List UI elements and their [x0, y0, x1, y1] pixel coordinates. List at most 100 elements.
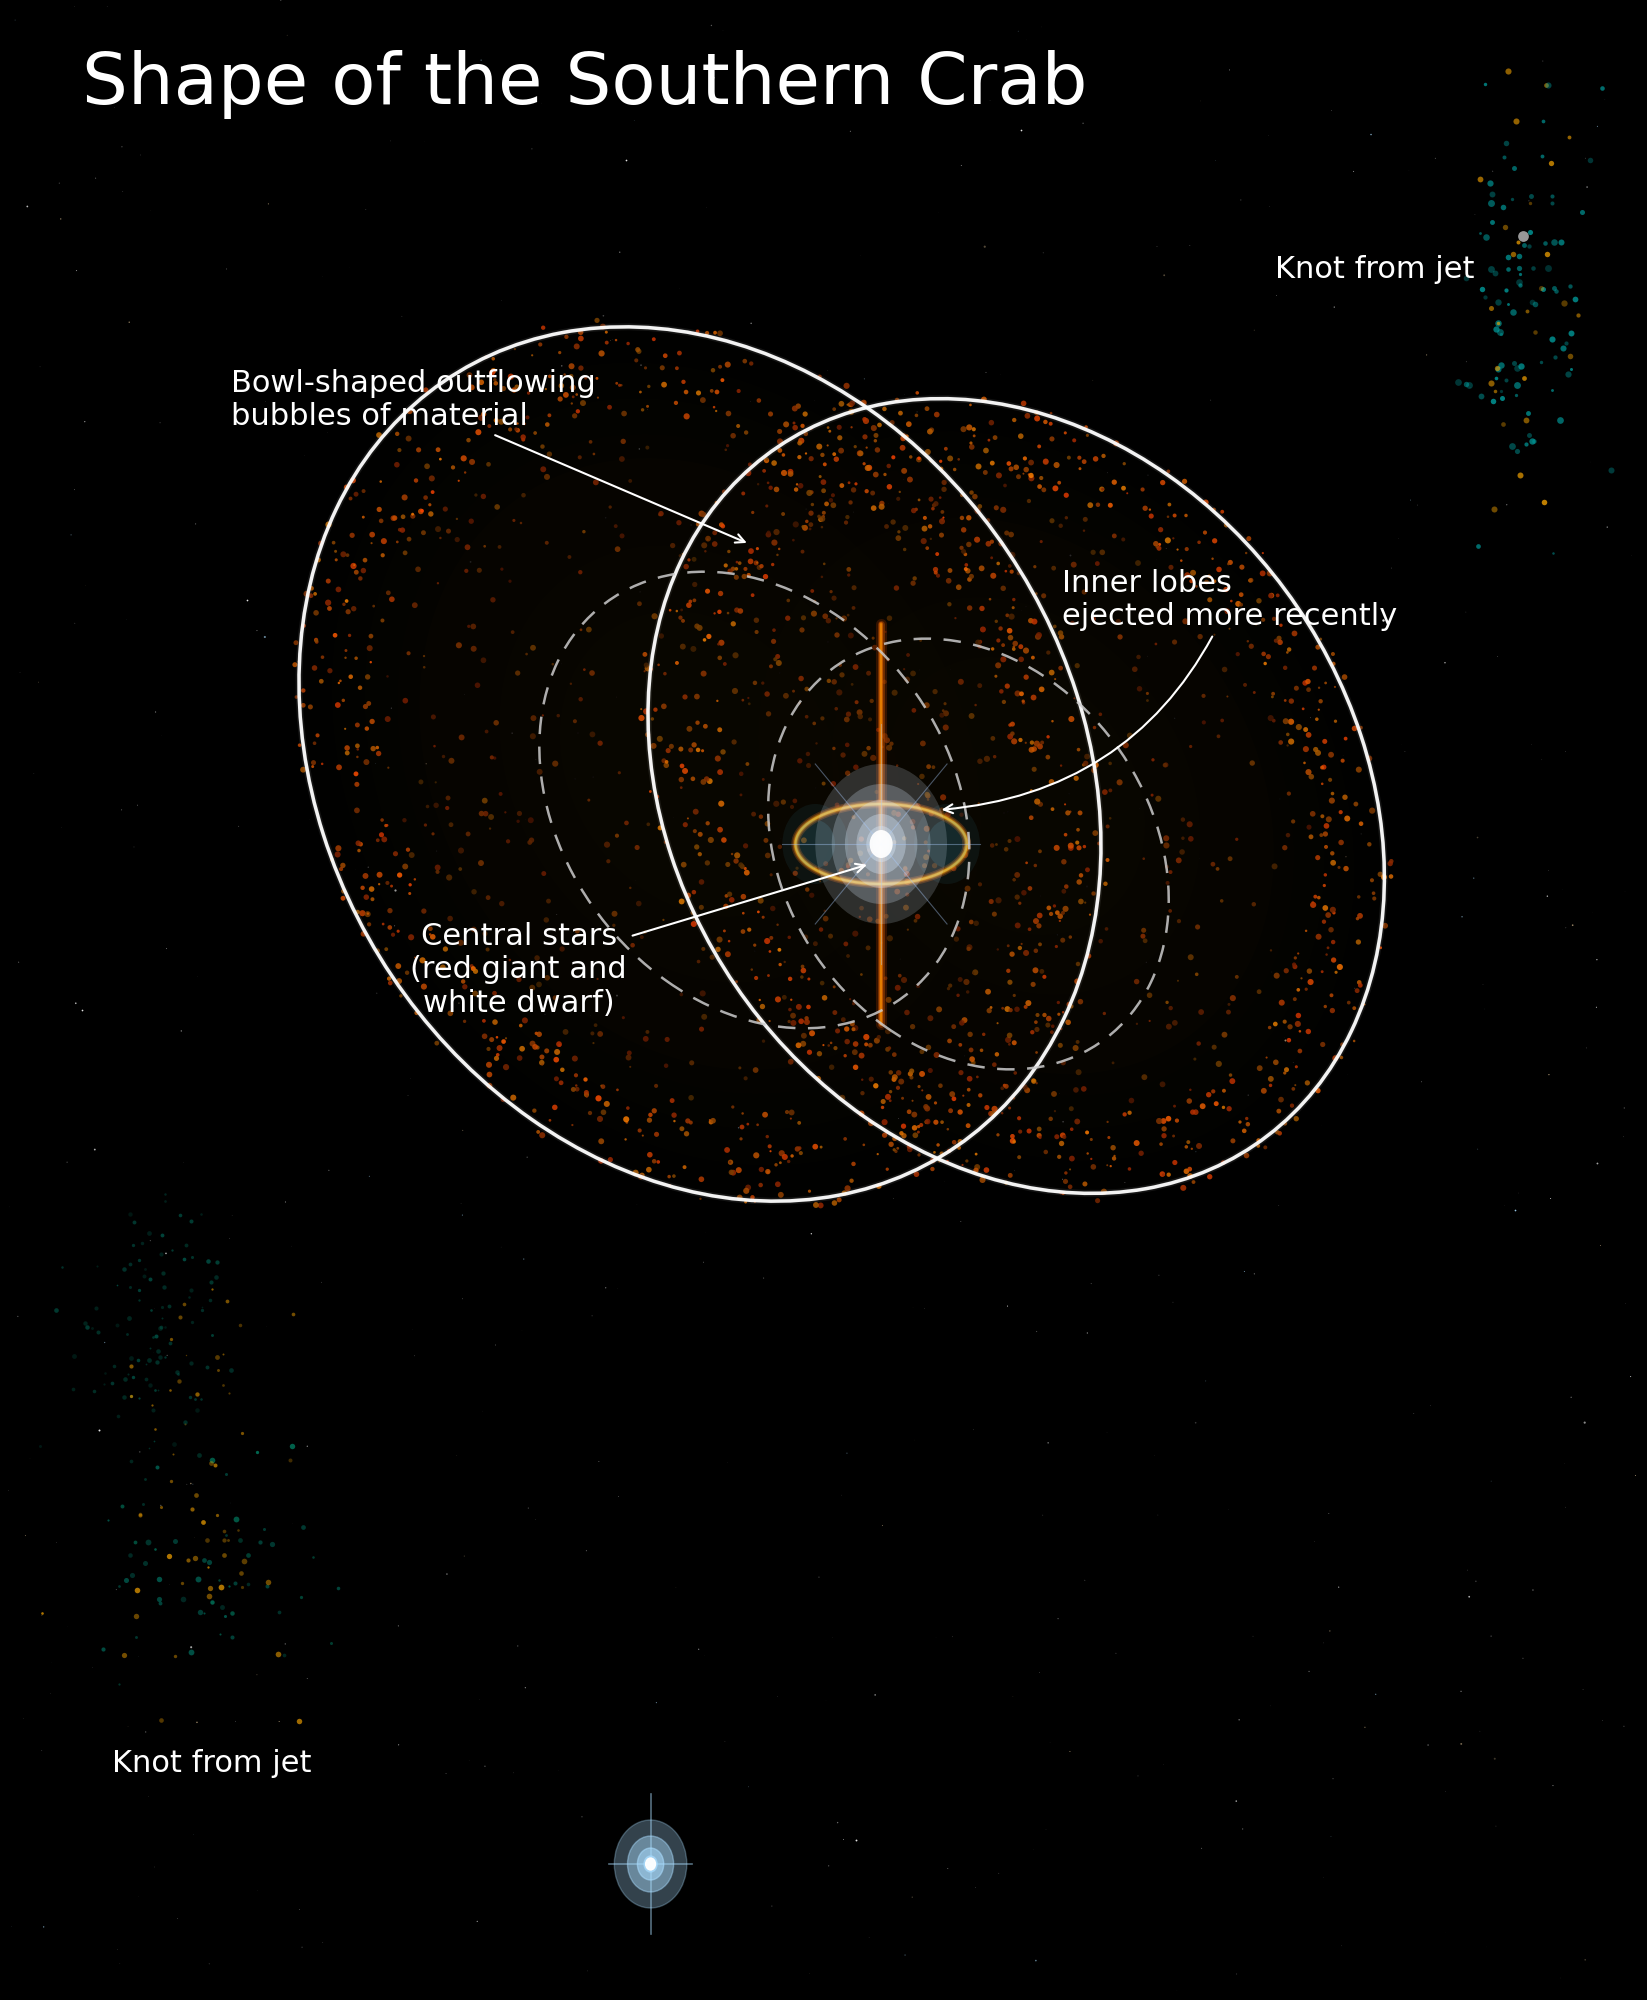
Point	[901, 562, 927, 594]
Point	[1276, 634, 1303, 666]
Point	[606, 370, 632, 402]
Point	[1308, 624, 1334, 656]
Point	[1286, 1016, 1313, 1048]
Point	[1133, 918, 1159, 950]
Point	[824, 788, 850, 820]
Point	[947, 1096, 973, 1128]
Point	[1033, 446, 1059, 478]
Point	[730, 850, 756, 882]
Point	[749, 990, 776, 1022]
Point	[723, 546, 749, 578]
Point	[1118, 1084, 1145, 1116]
Point	[1579, 896, 1606, 928]
Point	[1268, 986, 1295, 1018]
Point	[333, 634, 359, 666]
Point	[1187, 620, 1214, 652]
Point	[935, 1134, 962, 1166]
Point	[746, 1004, 772, 1036]
Point	[884, 1072, 911, 1104]
Point	[730, 684, 756, 716]
Point	[955, 1088, 982, 1120]
Point	[1262, 850, 1288, 882]
Point	[1023, 1316, 1049, 1348]
Circle shape	[870, 830, 893, 858]
Point	[1276, 1010, 1303, 1042]
Point	[972, 230, 998, 262]
Point	[1056, 778, 1082, 810]
Point	[331, 588, 357, 620]
Point	[1155, 1102, 1181, 1134]
Point	[1230, 1812, 1257, 1844]
Point	[1250, 558, 1276, 590]
Point	[800, 384, 827, 416]
Point	[278, 1230, 305, 1262]
Point	[768, 948, 794, 980]
Point	[1000, 538, 1026, 570]
Point	[198, 1266, 224, 1298]
Point	[652, 1050, 679, 1082]
Point	[628, 1160, 654, 1192]
Point	[965, 788, 991, 820]
Point	[807, 1190, 833, 1222]
Point	[1553, 328, 1579, 360]
Point	[1252, 648, 1278, 680]
Point	[980, 722, 1006, 754]
Point	[402, 590, 428, 622]
Point	[1245, 584, 1271, 616]
Point	[870, 730, 896, 762]
Point	[501, 1756, 527, 1788]
Point	[865, 434, 891, 466]
Point	[1553, 736, 1579, 768]
Point	[1090, 1176, 1117, 1208]
Point	[1186, 526, 1212, 558]
Point	[881, 826, 907, 858]
Point	[1515, 396, 1542, 428]
Point	[1138, 500, 1164, 532]
Point	[917, 416, 944, 448]
Point	[1258, 580, 1285, 612]
Point	[809, 702, 835, 734]
Point	[1034, 720, 1061, 752]
Point	[758, 472, 784, 504]
Point	[856, 452, 883, 484]
Point	[1293, 914, 1319, 946]
Point	[1570, 1674, 1596, 1706]
Point	[125, 1640, 152, 1672]
Point	[586, 1018, 613, 1050]
Point	[438, 744, 464, 776]
Point	[695, 620, 721, 652]
Point	[1234, 1102, 1260, 1134]
Point	[1156, 488, 1183, 520]
Point	[1001, 1026, 1028, 1058]
Point	[1000, 1124, 1026, 1156]
Point	[809, 560, 835, 592]
Point	[1028, 674, 1054, 706]
Point	[483, 404, 509, 436]
Point	[1211, 1092, 1237, 1124]
Point	[950, 1080, 977, 1112]
Point	[702, 392, 728, 424]
Point	[471, 342, 497, 374]
Point	[402, 942, 428, 974]
Point	[881, 1062, 907, 1094]
Point	[746, 984, 772, 1016]
Point	[1472, 220, 1499, 252]
Point	[12, 1520, 38, 1552]
Point	[753, 1098, 779, 1130]
Point	[1186, 842, 1212, 874]
Point	[911, 512, 937, 544]
Point	[654, 1024, 680, 1056]
Point	[1127, 792, 1153, 824]
Point	[461, 632, 488, 664]
Point	[1181, 1044, 1207, 1076]
Point	[512, 804, 539, 836]
Point	[962, 1872, 988, 1904]
Point	[632, 352, 659, 384]
Point	[978, 406, 1005, 438]
Point	[339, 464, 366, 496]
Point	[835, 560, 861, 592]
Point	[850, 848, 876, 880]
Point	[161, 1640, 188, 1672]
Point	[1551, 288, 1578, 320]
Point	[875, 1016, 901, 1048]
